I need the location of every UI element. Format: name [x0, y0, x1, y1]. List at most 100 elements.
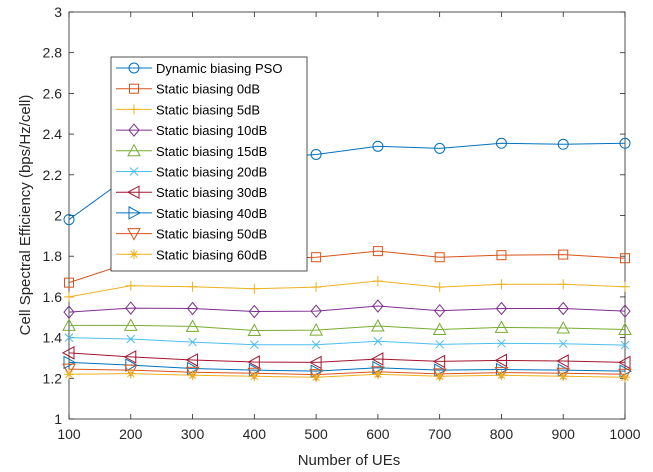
- marker-diamond: [434, 303, 446, 318]
- marker-plus: [434, 282, 445, 293]
- marker-square: [496, 250, 507, 261]
- marker-x: [249, 340, 259, 350]
- marker-plus: [311, 282, 322, 293]
- marker-plus: [64, 291, 74, 302]
- legend-label: Static biasing 0dB: [156, 82, 260, 97]
- y-tick-label: 1: [54, 411, 62, 427]
- x-tick-label: 800: [490, 426, 514, 442]
- marker-triangle-up: [127, 143, 141, 157]
- marker-circle: [310, 148, 322, 160]
- marker-asterisk: [558, 371, 569, 382]
- marker-circle: [128, 62, 140, 74]
- x-axis-label: Number of UEs: [298, 452, 401, 469]
- marker-x: [435, 339, 445, 349]
- legend-label: Static biasing 60dB: [156, 247, 267, 262]
- marker-triangle-left: [556, 354, 569, 368]
- x-tick-label: 700: [428, 426, 452, 442]
- marker-circle: [63, 214, 75, 226]
- marker-triangle-up: [432, 322, 447, 335]
- series-line: [68, 352, 626, 363]
- legend-label: Static biasing 15dB: [156, 144, 267, 159]
- series-line: [68, 280, 626, 298]
- marker-triangle-left: [309, 355, 322, 370]
- legend-entry: Static biasing 5dB: [116, 102, 260, 117]
- series-6: [64, 333, 630, 350]
- marker-asterisk: [311, 372, 322, 383]
- marker-square: [311, 252, 322, 263]
- marker-diamond: [248, 304, 260, 319]
- series-line: [69, 324, 626, 331]
- marker-square: [129, 83, 139, 94]
- marker-triangle-left: [126, 185, 140, 200]
- marker-triangle-down: [432, 368, 447, 381]
- legend-entry: Static biasing 30dB: [116, 185, 267, 200]
- marker-plus: [620, 281, 630, 292]
- marker-asterisk: [496, 370, 507, 381]
- series-line: [68, 373, 626, 378]
- marker-asterisk: [434, 371, 445, 382]
- marker-triangle-down: [309, 369, 323, 382]
- marker-plus: [558, 279, 569, 290]
- marker-triangle-down: [127, 228, 141, 241]
- legend-entry: Static biasing 20dB: [116, 165, 267, 180]
- marker-square: [64, 277, 74, 288]
- marker-circle: [619, 137, 631, 149]
- series-line: [68, 305, 626, 313]
- y-tick-label: 2: [54, 208, 62, 224]
- legend-label: Static biasing 50dB: [156, 227, 267, 242]
- legend-entry: Static biasing 10dB: [116, 123, 267, 138]
- x-tick-label: 200: [119, 426, 143, 442]
- marker-circle: [557, 138, 569, 150]
- series-line: [68, 337, 626, 346]
- marker-asterisk: [129, 249, 139, 260]
- marker-triangle-left: [370, 352, 384, 366]
- marker-asterisk: [620, 372, 630, 383]
- x-axis-ticks: 100 200 300 400 500 600 700 800 900 1000: [57, 12, 641, 442]
- marker-asterisk: [125, 368, 136, 379]
- marker-triangle-left: [494, 353, 507, 368]
- marker-plus: [496, 279, 507, 290]
- x-tick-label: 600: [366, 426, 390, 442]
- y-tick-label: 1.4: [43, 330, 63, 346]
- marker-plus: [129, 104, 139, 115]
- series-line: [68, 361, 626, 372]
- series-10: [64, 368, 630, 383]
- legend-label: Static biasing 10dB: [156, 123, 267, 138]
- marker-triangle-left: [123, 350, 137, 364]
- marker-triangle-left: [247, 355, 260, 369]
- marker-x: [129, 167, 139, 176]
- marker-plus: [125, 280, 136, 291]
- legend-label: Static biasing 30dB: [156, 185, 267, 200]
- legend-entry: Static biasing 60dB: [116, 247, 267, 262]
- marker-triangle-left: [617, 355, 631, 370]
- legend-entry: Static biasing 0dB: [116, 82, 260, 97]
- marker-x: [497, 338, 506, 348]
- marker-diamond: [63, 305, 75, 319]
- marker-diamond: [495, 301, 508, 316]
- series-4: [63, 299, 631, 319]
- legend-label: Dynamic biasing PSO: [156, 61, 282, 76]
- marker-diamond: [125, 301, 137, 315]
- marker-triangle-left: [61, 346, 75, 360]
- legend-label: Static biasing 20dB: [156, 165, 267, 180]
- x-tick-label: 500: [304, 426, 328, 442]
- marker-square: [434, 252, 445, 263]
- marker-diamond: [619, 304, 631, 318]
- marker-triangle-up: [618, 322, 632, 335]
- marker-plus: [249, 283, 260, 294]
- marker-triangle-up: [309, 323, 323, 336]
- marker-diamond: [310, 304, 322, 318]
- marker-square: [372, 246, 383, 257]
- marker-diamond: [128, 123, 140, 137]
- marker-triangle-left: [432, 354, 446, 369]
- y-tick-label: 2.8: [43, 45, 63, 61]
- y-axis-label: Cell Spectral Efficiency (bps/Hz/cell): [17, 95, 34, 336]
- marker-x: [558, 339, 568, 349]
- marker-diamond: [372, 299, 384, 313]
- legend-entry: Dynamic biasing PSO: [116, 61, 282, 76]
- marker-x: [620, 340, 630, 350]
- marker-triangle-left: [185, 353, 199, 367]
- legend-label: Static biasing 5dB: [156, 102, 260, 117]
- marker-asterisk: [187, 370, 198, 381]
